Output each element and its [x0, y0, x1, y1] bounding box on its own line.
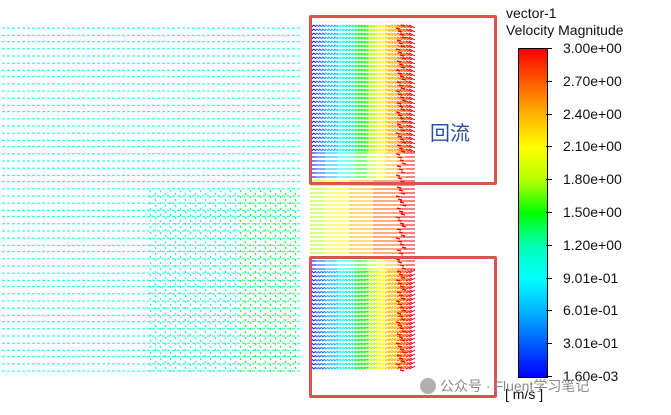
- colorbar-tick-mark: [546, 179, 552, 181]
- colorbar-tick-label: 1.60e-03: [563, 368, 619, 384]
- colorbar-tick-label: 3.01e-01: [563, 335, 619, 352]
- legend-quantity: Velocity Magnitude: [506, 22, 624, 38]
- wechat-icon: [420, 378, 436, 394]
- colorbar-tick-label: 9.01e-01: [563, 269, 619, 286]
- colorbar-tick-mark: [546, 80, 552, 82]
- watermark-text: 公众号 · Fluent学习笔记: [440, 378, 590, 394]
- colorbar-tick-mark: [546, 376, 552, 377]
- legend-units: [ m/s ]: [505, 386, 544, 402]
- colorbar-tick-mark: [546, 343, 552, 345]
- colorbar-tick-label: 1.80e+00: [563, 171, 622, 188]
- colorbar-tick-label: 3.00e+00: [563, 40, 622, 56]
- colorbar-tick-label: 1.20e+00: [563, 236, 622, 253]
- colorbar: [518, 48, 548, 378]
- colorbar-tick-mark: [546, 244, 552, 246]
- colorbar-tick-label: 2.70e+00: [563, 72, 622, 89]
- colorbar-tick-mark: [546, 310, 552, 312]
- colorbar-tick-mark: [546, 212, 552, 213]
- velocity-vector-field: [1, 24, 416, 373]
- vector-plot-viewport[interactable]: 回流: [0, 0, 500, 415]
- recirculation-box-bottom: [309, 256, 497, 398]
- colorbar-tick-label: 2.10e+00: [563, 138, 622, 155]
- colorbar-tick-mark: [546, 48, 552, 49]
- colorbar-tick-label: 2.40e+00: [563, 105, 622, 122]
- colorbar-tick-label: 6.01e-01: [563, 302, 619, 319]
- recirculation-box-top: [309, 15, 497, 185]
- colorbar-tick-label: 1.50e+00: [563, 204, 622, 220]
- watermark: 公众号 · Fluent学习笔记: [420, 376, 589, 396]
- colorbar-tick-mark: [546, 146, 552, 148]
- recirculation-label: 回流: [430, 123, 470, 145]
- vector-arrows: [1, 24, 416, 373]
- legend-name: vector-1: [506, 5, 557, 21]
- legend-title: vector-1 Velocity Magnitude: [506, 5, 624, 39]
- colorbar-tick-mark: [546, 277, 552, 279]
- colorbar-tick-mark: [546, 113, 552, 115]
